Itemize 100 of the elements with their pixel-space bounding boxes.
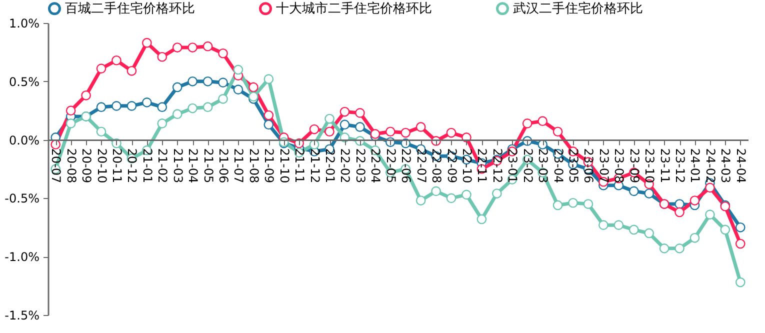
point [674,207,684,218]
x-tick-label: 21-08 [246,148,261,184]
x-tick-label: 23-01 [506,148,520,184]
point [264,74,274,84]
point [112,55,122,66]
point [476,214,487,224]
x-tick-label: 20-09 [80,148,94,184]
point [522,118,532,128]
point [690,232,700,243]
point [492,188,502,198]
point [690,196,700,206]
x-tick-label: 23-09 [627,148,642,184]
point [142,38,152,48]
x-tick-label: 23-03 [536,148,550,184]
x-tick-label: 20-08 [64,148,78,184]
point [233,64,244,75]
x-tick-label: 21-07 [232,148,246,184]
point [370,129,380,139]
x-tick-label: 20-11 [110,148,124,184]
y-tick-label: -1.0% [4,250,40,264]
x-tick-label: 23-10 [642,148,657,184]
point [157,52,168,62]
x-tick-label: 23-11 [658,148,672,184]
point [340,106,350,117]
point [324,126,334,137]
x-tick-label: 21-01 [140,148,154,184]
y-tick-label: 0.0% [9,133,40,148]
point [628,224,639,235]
point [644,188,654,198]
point [400,128,411,138]
x-tick-label: 23-07 [596,148,611,184]
point [598,220,608,230]
point [628,186,639,196]
point [355,122,365,132]
x-tick-label: 22-09 [444,148,459,184]
x-tick-label: 23-08 [612,148,626,184]
point [172,109,182,120]
point [96,64,106,74]
point [202,76,213,86]
x-tick-label: 22-02 [338,148,352,184]
x-tick-label: 20-12 [125,148,140,184]
point [324,114,334,124]
x-tick-label: 22-07 [414,148,428,184]
point [705,182,715,193]
point [157,118,168,128]
point [112,101,122,111]
point [340,120,350,130]
point [172,42,182,52]
point [355,108,365,118]
point [126,66,137,76]
x-tick-label: 24-03 [718,148,733,184]
x-tick-label: 23-05 [566,148,580,184]
x-tick-label: 20-10 [94,148,109,184]
point [188,42,198,52]
point [157,102,168,112]
legend-label: 百城二手住宅价格环比 [65,0,195,17]
point [720,224,730,235]
point [218,48,228,58]
x-tick-label: 22-03 [353,148,368,184]
x-tick-label: 22-11 [475,148,490,184]
point [66,118,76,128]
point [416,196,426,206]
x-tick-label: 22-10 [460,148,474,184]
point [735,222,746,232]
point [96,126,106,137]
point [446,128,456,138]
point [659,244,670,254]
point [735,238,746,249]
point [431,186,441,196]
x-tick-label: 21-06 [216,148,230,184]
point [385,126,396,137]
point [614,220,624,230]
point [96,102,106,112]
point [172,82,182,92]
x-tick-label: 21-09 [262,148,276,184]
point [248,92,258,102]
y-tick-label: 1.0% [9,16,40,30]
point [674,199,684,209]
x-tick-label: 21-02 [156,148,170,184]
point [264,110,274,120]
x-tick-label: 23-06 [582,148,596,184]
y-tick-label: 0.5% [9,74,40,89]
point [462,190,472,200]
point [552,126,563,137]
x-tick-label: 22-06 [399,148,414,184]
point [264,120,274,130]
x-tick-label: 21-03 [170,148,185,184]
point [202,102,213,112]
point [568,198,578,208]
point [538,116,548,126]
point [674,244,684,254]
x-tick-label: 21-05 [201,148,216,184]
x-tick-label: 21-12 [308,148,322,184]
point [218,78,228,88]
point [188,103,198,114]
x-tick-label: 22-08 [430,148,444,184]
point [126,101,137,111]
x-tick-label: 21-04 [186,148,200,184]
x-tick-label: 22-04 [368,148,383,184]
y-tick-label: -0.5% [4,192,40,206]
